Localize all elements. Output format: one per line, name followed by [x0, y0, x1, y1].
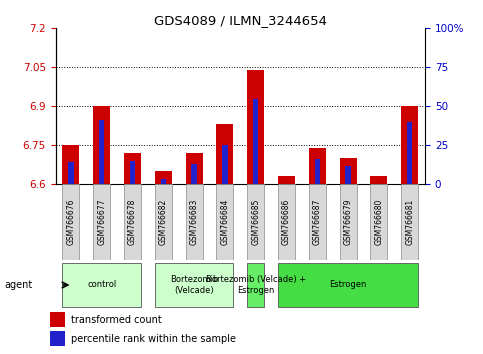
Text: percentile rank within the sample: percentile rank within the sample [71, 334, 236, 344]
Bar [50, 312, 65, 327]
Bar [191, 164, 197, 184]
Bar [99, 120, 104, 184]
Bar [401, 184, 418, 260]
Title: GDS4089 / ILMN_3244654: GDS4089 / ILMN_3244654 [154, 14, 327, 27]
Text: agent: agent [5, 280, 33, 290]
Bar [340, 158, 356, 184]
Bar [155, 171, 172, 184]
Bar [247, 70, 264, 184]
Text: GSM766686: GSM766686 [282, 199, 291, 245]
Bar [340, 184, 356, 260]
Bar [68, 162, 73, 184]
Bar [161, 179, 166, 184]
Text: GSM766687: GSM766687 [313, 199, 322, 245]
Text: transformed count: transformed count [71, 315, 161, 325]
Text: control: control [87, 280, 116, 290]
Bar [345, 166, 351, 184]
Text: GSM766685: GSM766685 [251, 199, 260, 245]
Bar [124, 153, 141, 184]
Bar [370, 176, 387, 184]
Bar [185, 153, 202, 184]
Bar [401, 106, 418, 184]
Text: GSM766681: GSM766681 [405, 199, 414, 245]
Bar [93, 184, 110, 260]
Bar [278, 184, 295, 260]
Bar [222, 145, 227, 184]
Bar [216, 124, 233, 184]
Text: GSM766682: GSM766682 [159, 199, 168, 245]
Bar [407, 122, 412, 184]
Bar [185, 184, 202, 260]
Bar [216, 184, 233, 260]
Bar [247, 263, 264, 307]
Bar [93, 106, 110, 184]
Bar [314, 159, 320, 184]
Bar [309, 148, 326, 184]
Text: GSM766683: GSM766683 [190, 199, 199, 245]
Bar [62, 184, 79, 260]
Text: Bortezomib (Velcade) +
Estrogen: Bortezomib (Velcade) + Estrogen [206, 275, 306, 295]
Text: GSM766680: GSM766680 [374, 199, 384, 245]
Bar [124, 184, 141, 260]
Text: GSM766676: GSM766676 [67, 199, 75, 245]
Bar [155, 184, 172, 260]
Text: GSM766677: GSM766677 [97, 199, 106, 245]
Bar [370, 184, 387, 260]
Bar [155, 263, 233, 307]
Bar [278, 176, 295, 184]
Text: GSM766684: GSM766684 [220, 199, 229, 245]
Text: GSM766678: GSM766678 [128, 199, 137, 245]
Bar [62, 145, 79, 184]
Text: Estrogen: Estrogen [329, 280, 367, 290]
Bar [130, 161, 135, 184]
Bar [309, 184, 326, 260]
Bar [278, 263, 418, 307]
Bar [50, 331, 65, 346]
Text: Bortezomib
(Velcade): Bortezomib (Velcade) [170, 275, 218, 295]
Bar [253, 99, 258, 184]
Bar [62, 263, 141, 307]
Bar [247, 184, 264, 260]
Text: GSM766679: GSM766679 [343, 199, 353, 245]
